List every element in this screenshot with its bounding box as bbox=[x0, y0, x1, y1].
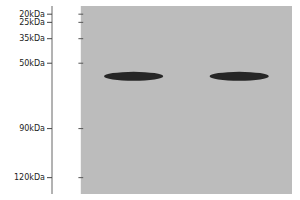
y-tick-label: 50kDa bbox=[19, 59, 45, 68]
y-axis-line bbox=[52, 6, 53, 194]
y-tick bbox=[47, 38, 52, 39]
y-tick bbox=[47, 63, 52, 64]
ladder-mark bbox=[78, 38, 83, 39]
ladder-mark bbox=[78, 14, 83, 15]
y-tick-label: 35kDa bbox=[19, 34, 45, 43]
ladder-mark bbox=[78, 22, 83, 23]
gel-background bbox=[81, 6, 292, 194]
y-tick-label: 20kDa bbox=[19, 10, 45, 19]
y-tick bbox=[47, 177, 52, 178]
y-tick-label: 120kDa bbox=[14, 173, 45, 182]
ladder-mark bbox=[78, 63, 83, 64]
chart-container: 120kDa 90kDa 50kDa 35kDa 25kDa20kDa bbox=[0, 0, 300, 200]
band bbox=[104, 72, 163, 81]
band bbox=[210, 72, 269, 81]
ladder-mark bbox=[78, 128, 83, 129]
y-tick bbox=[47, 14, 52, 15]
y-tick-label: 90kDa bbox=[19, 124, 45, 133]
y-tick bbox=[47, 22, 52, 23]
ladder-mark bbox=[78, 177, 83, 178]
y-tick bbox=[47, 128, 52, 129]
chart: 120kDa 90kDa 50kDa 35kDa 25kDa20kDa bbox=[0, 0, 300, 200]
y-tick-label: 25kDa bbox=[19, 18, 45, 27]
bands bbox=[104, 72, 269, 81]
